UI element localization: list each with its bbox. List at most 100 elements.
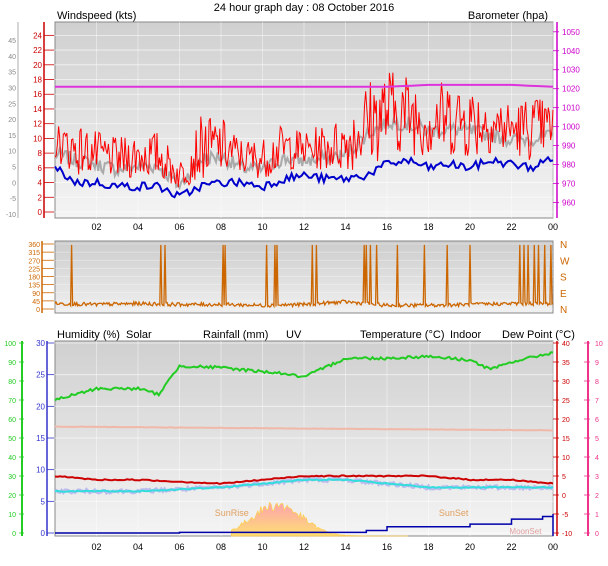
wind-y-tick-24: 24 [33,31,42,40]
baro-y-tick-1020: 1020 [562,85,580,94]
climate-x-tick-16: 16 [382,542,392,552]
climate-x-tick-10: 10 [257,542,267,552]
rain-y-tick-25: 25 [36,371,45,380]
wind-x-tick-14: 14 [340,222,350,232]
outer-y-tick-35: 35 [8,70,16,77]
baro-y-tick-1000: 1000 [562,123,580,132]
hum-y-tick-20: 20 [8,493,16,500]
baro-y-tick-1040: 1040 [562,47,580,56]
hum-y-tick-60: 60 [8,417,16,424]
climate-x-tick-02: 02 [91,542,101,552]
windspeed-line [54,72,554,188]
humidity-line [54,351,554,402]
uv-y-tick-3: 3 [595,474,599,481]
direction-series [54,244,554,309]
wind-axis-label: Windspeed (kts) [57,10,136,22]
rain-y-tick-20: 20 [36,402,45,411]
rain-y-tick-0: 0 [41,529,46,538]
outer-y-tick-5: 5 [12,165,16,172]
climate-x-tick-04: 04 [133,542,143,552]
baro-y-tick-970: 970 [562,180,576,189]
wind-y-tick-18: 18 [33,76,42,85]
wind-y-tick-22: 22 [33,46,42,55]
hum-y-tick-70: 70 [8,398,16,405]
compass-letter-4: N [560,305,567,316]
climate-x-tick-12: 12 [299,542,309,552]
dir-y-tick-45: 45 [32,299,40,306]
climate-x-ticks: 02 04 06 08 10 12 14 16 18 20 22 00 [91,542,558,552]
climate-x-tick-18: 18 [423,542,433,552]
wind-average-line [54,155,554,199]
climate-x-tick-06: 06 [174,542,184,552]
hum-y-tick-40: 40 [8,455,16,462]
hum-y-tick-10: 10 [8,512,16,519]
wind-x-tick-18: 18 [423,222,433,232]
climate-x-tick-00: 00 [548,542,558,552]
wind-y-tick-6: 6 [38,164,43,173]
compass-letter-2: S [560,273,567,284]
wind-y-tick-16: 16 [33,90,42,99]
dir-y-tick-135: 135 [28,283,40,290]
temp-y-tick--10: -10 [562,531,572,538]
climate-x-tick-08: 08 [216,542,226,552]
wind-x-tick-08: 08 [216,222,226,232]
humidity-label: Humidity (%) [57,329,120,341]
dir-y-tick-315: 315 [28,250,40,257]
uv-y-tick-1: 1 [595,512,599,519]
temp-y-tick-10: 10 [562,455,570,462]
dewpoint-label: Dew Point (°C) [502,329,575,341]
temp-y-tick-0: 0 [562,493,566,500]
wind-x-tick-02: 02 [91,222,101,232]
temp-y-tick-15: 15 [562,436,570,443]
wind-y-tick-4: 4 [38,179,43,188]
barometer-line [55,83,554,88]
baro-y-tick-960: 960 [562,199,576,208]
compass-letter-3: E [560,289,567,300]
wind-x-ticks: 02 04 06 08 10 12 14 16 18 20 22 00 [91,222,558,232]
uv-y-tick-5: 5 [595,436,599,443]
dir-y-tick-0: 0 [36,307,40,314]
outer-y-tick-40: 40 [8,54,16,61]
dir-y-tick-270: 270 [28,258,40,265]
indoor-label: Indoor [450,329,482,341]
wind-y-tick-8: 8 [38,149,43,158]
page-title: 24 hour graph day : 08 October 2016 [214,2,394,14]
baro-y-tick-980: 980 [562,161,576,170]
uv-y-tick-6: 6 [595,417,599,424]
climate-annotations: SunRise SunSet MoonSet [215,508,542,536]
outer-y-tick-45: 45 [8,38,16,45]
temp-y-tick-35: 35 [562,360,570,367]
wind-y-tick-2: 2 [38,193,43,202]
outer-y-tick-30: 30 [8,85,16,92]
climate-x-tick-14: 14 [340,542,350,552]
baro-y-tick-990: 990 [562,142,576,151]
outer-y-tick--5: -5 [10,196,16,203]
wind-direction-line [54,244,554,309]
uv-label: UV [286,329,302,341]
dir-y-tick-225: 225 [28,266,40,273]
climate-x-tick-20: 20 [465,542,475,552]
wind-x-tick-20: 20 [465,222,475,232]
hum-y-tick-30: 30 [8,474,16,481]
uv-y-tick-0: 0 [595,531,599,538]
hum-y-tick-80: 80 [8,379,16,386]
uv-y-tick-7: 7 [595,398,599,405]
temp-y-tick--5: -5 [562,512,568,519]
temperature-label: Temperature (°C) [360,329,444,341]
outer-y-tick-25: 25 [8,101,16,108]
sunset-label: SunSet [439,508,469,518]
hum-y-tick-50: 50 [8,436,16,443]
baro-y-tick-1050: 1050 [562,28,580,37]
outer-y-tick--10: -10 [6,212,16,219]
wind-series [54,72,554,199]
outer-y-tick-20: 20 [8,117,16,124]
outer-y-tick-0: 0 [12,180,16,187]
wind-x-tick-16: 16 [382,222,392,232]
wind-y-tick-0: 0 [38,208,43,217]
baro-y-ticks: 1050 1040 1030 1020 1010 1000 990 980 970 960 [553,22,580,218]
temperature-line [54,474,554,485]
dir-y-tick-180: 180 [28,275,40,282]
wind-x-tick-06: 06 [174,222,184,232]
